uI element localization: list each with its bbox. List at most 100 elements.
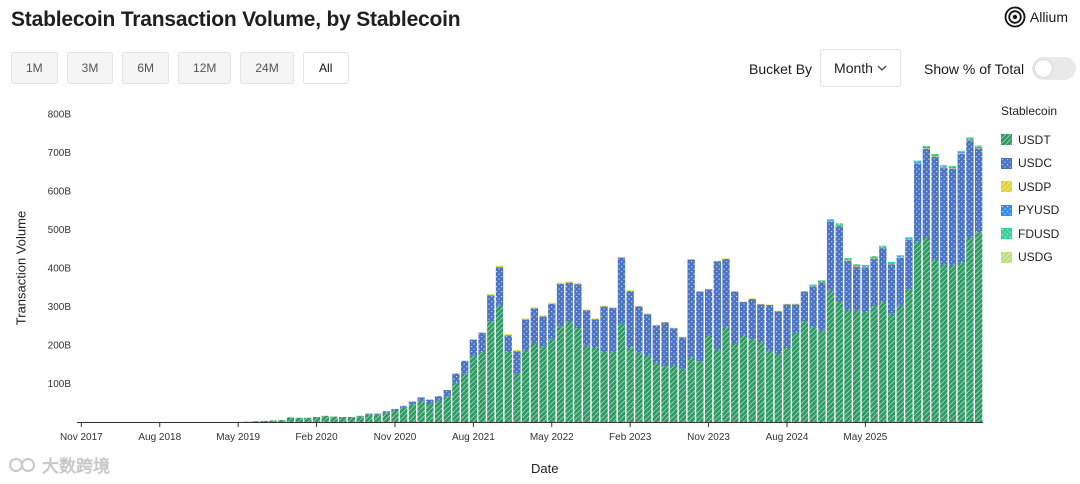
bar-segment-usdt[interactable] [844,309,852,422]
bar-segment-usdt[interactable] [469,355,478,422]
bar-segment-usdt[interactable] [426,403,434,422]
bar-segment-usdc[interactable] [565,282,573,322]
bar-segment-usdc[interactable] [870,258,878,307]
bar-segment-usdt[interactable] [722,326,730,422]
bar-segment-usdt[interactable] [704,335,713,422]
bar-segment-usdp[interactable] [530,307,539,309]
bar-segment-usdc[interactable] [417,397,425,401]
bar-segment-usdt[interactable] [957,262,965,422]
bar-segment-fdusd[interactable] [844,257,852,260]
bar-segment-pyusd[interactable] [844,259,852,261]
bar-segment-pyusd[interactable] [887,263,896,264]
bar-segment-usdc[interactable] [940,167,948,265]
range-button-all[interactable]: All [302,52,349,84]
bar-segment-usdc[interactable] [373,413,382,415]
bar-segment-usdc[interactable] [731,291,739,344]
bar-segment-fdusd[interactable] [809,284,817,286]
bar-segment-usdc[interactable] [521,319,530,351]
bar-segment-usdt[interactable] [504,351,512,422]
bar-segment-usdc[interactable] [574,284,582,329]
bar-segment-usdc[interactable] [600,306,608,352]
bar-segment-usdt[interactable] [495,305,504,422]
bar-segment-fdusd[interactable] [826,219,835,221]
bar-segment-pyusd[interactable] [861,266,870,267]
bar-segment-pyusd[interactable] [914,161,922,163]
bar-segment-usdp[interactable] [774,310,782,312]
bar-segment-usdt[interactable] [818,330,826,422]
bar-segment-usdt[interactable] [356,416,364,422]
bar-segment-pyusd[interactable] [835,224,843,226]
bar-segment-usdc[interactable] [635,306,643,353]
bar-segment-usdp[interactable] [722,258,730,259]
bar-segment-usdc[interactable] [643,314,652,356]
bar-segment-usdp[interactable] [931,156,939,157]
bar-segment-usdt[interactable] [678,368,687,422]
bar-segment-usdc[interactable] [896,257,904,306]
bar-segment-pyusd[interactable] [800,291,809,292]
bar-segment-usdt[interactable] [974,232,983,422]
bar-segment-usdc[interactable] [487,295,495,322]
bar-segment-usdp[interactable] [643,313,652,315]
bar-segment-usdt[interactable] [800,321,809,422]
bar-segment-pyusd[interactable] [818,281,826,283]
bar-segment-usdc[interactable] [835,226,843,302]
bar-segment-usdg[interactable] [957,150,965,152]
bar-segment-usdt[interactable] [278,420,286,422]
bar-segment-usdp[interactable] [940,167,948,169]
bar-segment-pyusd[interactable] [931,155,939,157]
bar-segment-usdc[interactable] [670,328,678,366]
bar-segment-usdc[interactable] [861,267,870,312]
bar-segment-usdc[interactable] [469,339,478,356]
bar-segment-usdp[interactable] [835,225,843,227]
bar-segment-usdt[interactable] [652,362,660,422]
bar-segment-usdp[interactable] [966,139,974,141]
bar-segment-usdc[interactable] [382,411,390,413]
bar-segment-usdc[interactable] [408,401,417,405]
bar-segment-usdt[interactable] [260,420,268,422]
bar-segment-usdt[interactable] [905,289,913,422]
bar-segment-pyusd[interactable] [879,246,887,248]
bar-segment-usdc[interactable] [539,316,547,347]
bar-segment-usdt[interactable] [243,421,251,423]
bar-segment-fdusd[interactable] [879,245,887,247]
bar-segment-usdp[interactable] [704,288,713,290]
bar-segment-usdt[interactable] [940,264,948,422]
bar-segment-usdt[interactable] [339,417,347,422]
bar-segment-usdp[interactable] [591,318,599,320]
bar-segment-usdc[interactable] [365,413,373,415]
range-button-6m[interactable]: 6M [122,52,170,84]
bar-segment-usdt[interactable] [539,346,547,422]
bar-segment-usdt[interactable] [765,350,774,422]
bar-segment-usdc[interactable] [696,291,704,362]
range-button-3m[interactable]: 3M [66,52,114,84]
bar-segment-usdg[interactable] [974,145,983,146]
bar-segment-usdp[interactable] [670,327,678,329]
bar-segment-usdc[interactable] [818,282,826,331]
bucket-by-dropdown[interactable]: Month [820,49,901,87]
bar-segment-usdt[interactable] [452,382,460,422]
bar-segment-usdt[interactable] [443,396,451,422]
bar-segment-usdt[interactable] [853,310,861,422]
bar-segment-usdp[interactable] [800,291,809,293]
bar-segment-usdc[interactable] [966,140,974,238]
bar-segment-usdt[interactable] [330,416,338,422]
bar-segment-usdt[interactable] [487,321,495,422]
bar-segment-usdp[interactable] [687,259,695,260]
bar-segment-fdusd[interactable] [957,150,965,153]
bar-segment-fdusd[interactable] [914,160,922,162]
bar-segment-fdusd[interactable] [818,280,826,282]
bar-segment-usdt[interactable] [713,349,721,422]
bar-segment-usdc[interactable] [434,396,443,401]
bar-segment-usdt[interactable] [661,366,669,422]
bar-segment-usdc[interactable] [757,304,765,342]
bar-segment-usdc[interactable] [853,266,861,311]
bar-segment-pyusd[interactable] [896,256,904,258]
bar-segment-usdt[interactable] [513,373,521,423]
range-button-1m[interactable]: 1M [11,52,58,84]
bar-segment-usdp[interactable] [757,303,765,305]
bar-segment-usdp[interactable] [809,286,817,287]
bar-segment-usdc[interactable] [704,289,713,336]
bar-segment-usdp[interactable] [713,260,721,262]
bar-segment-usdt[interactable] [321,415,329,422]
bar-segment-usdt[interactable] [748,339,756,422]
